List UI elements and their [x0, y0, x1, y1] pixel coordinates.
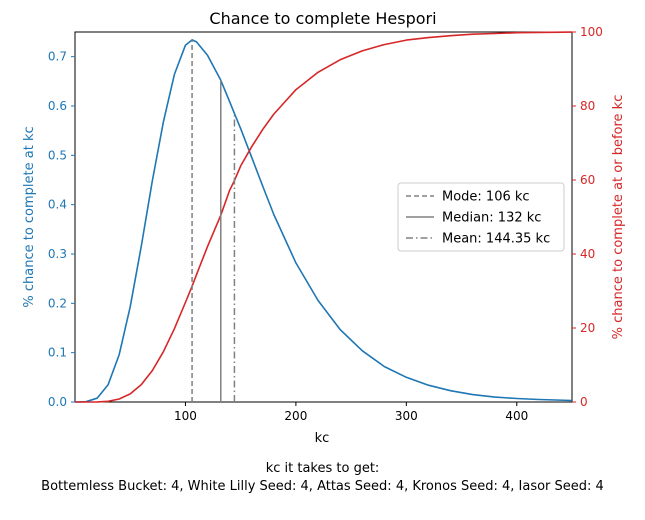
chart-title: Chance to complete Hespori [209, 9, 436, 28]
y-right-tick-label: 20 [580, 321, 595, 335]
y-axis-label-left: % chance to complete at kc [22, 126, 37, 307]
cdf-series-line [75, 31, 573, 403]
legend-box [397, 182, 565, 252]
y-left-tick-label: 0.7 [48, 50, 67, 64]
y-right-tick-label: 60 [580, 173, 595, 187]
y-right-tick-label: 0 [580, 395, 588, 409]
legend-entry-label: Median: 132 kc [442, 211, 541, 226]
legend-entry-label: Mean: 144.35 kc [442, 232, 550, 247]
caption-drops: Bottemless Bucket: 4, White Lilly Seed: … [41, 479, 604, 494]
y-left-tick-label: 0.3 [48, 247, 67, 261]
y-right-tick-label: 40 [580, 247, 595, 261]
x-tick-label: 100 [174, 409, 197, 423]
legend-entry-label: Mode: 106 kc [442, 190, 530, 205]
pmf-series-line [74, 39, 573, 403]
y-left-tick-label: 0.2 [48, 296, 67, 310]
y-left-tick-label: 0.6 [48, 99, 67, 113]
x-tick-label: 400 [505, 409, 528, 423]
y-left-tick-label: 0.0 [48, 395, 67, 409]
plot-frame [74, 31, 573, 403]
y-right-tick-label: 80 [580, 99, 595, 113]
y-right-tick-label: 100 [580, 25, 603, 39]
y-left-tick-label: 0.4 [48, 198, 67, 212]
x-axis-label: kc [315, 431, 330, 446]
y-axis-label-right: % chance to complete at or before kc [611, 95, 626, 340]
x-tick-label: 300 [395, 409, 418, 423]
y-left-tick-label: 0.1 [48, 346, 67, 360]
caption-heading: kc it takes to get: [265, 461, 380, 476]
x-tick-label: 200 [284, 409, 307, 423]
hespori-chart: Chance to complete Hespori 100 200 300 4000… [22, 9, 626, 446]
y-left-tick-label: 0.5 [48, 148, 67, 162]
